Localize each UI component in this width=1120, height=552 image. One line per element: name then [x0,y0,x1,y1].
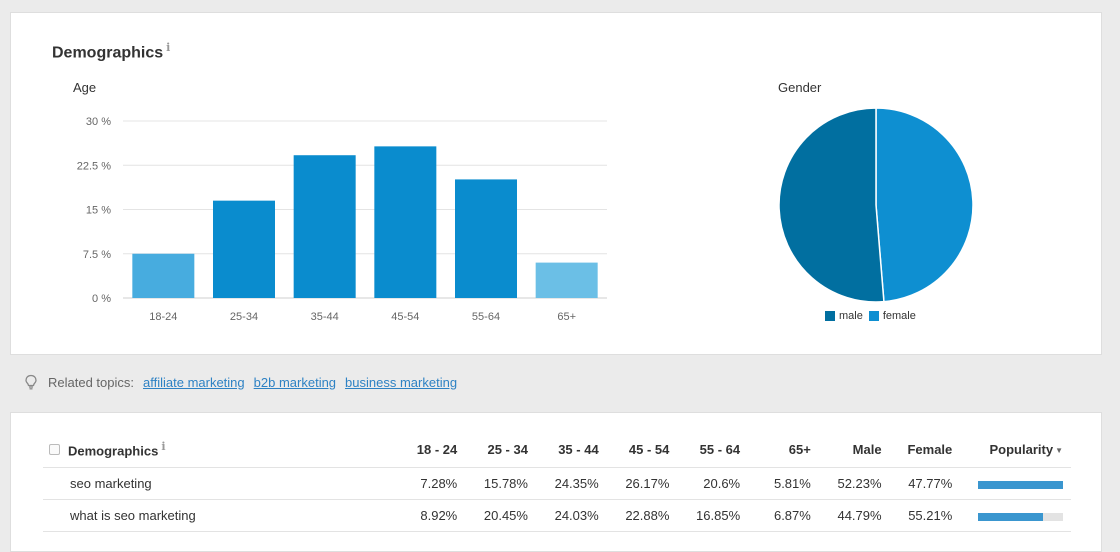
demographics-table: Demographics i 18 - 24 25 - 34 35 - 44 45… [43,431,1071,533]
info-icon[interactable]: i [166,41,171,54]
x-tick-label: 55-64 [472,311,500,323]
cell-25-34: 20.45% [465,499,536,533]
gender-legend: male female [825,310,916,322]
row-topic[interactable]: what is seo marketing [43,499,396,533]
legend-item-female[interactable]: female [868,310,916,322]
header-demographics: Demographics i [43,431,396,469]
header-popularity-label: Popularity [989,441,1054,457]
cell-popularity [960,499,1071,533]
y-tick-label: 30 % [86,116,111,128]
demographics-table-card: Demographics i 18 - 24 25 - 34 35 - 44 45… [10,412,1102,552]
x-tick-label: 25-34 [230,311,258,323]
demographics-title: Demographics [52,44,164,62]
lightbulb-icon [25,374,37,390]
legend-item-male[interactable]: male [825,310,863,322]
header-male[interactable]: Male [818,431,890,469]
x-tick-label: 35-44 [311,311,339,323]
related-topics: Related topics: affiliate marketing b2b … [24,374,457,390]
header-demographics-label: Demographics [68,443,159,459]
header-popularity[interactable]: Popularity ▼ [960,431,1071,469]
y-tick-label: 22.5 % [77,160,111,172]
bar-35-44[interactable] [293,155,356,298]
cell-45-54: 26.17% [606,467,678,501]
gender-chart-title: Gender [778,80,822,95]
age-bar-chart: 0 % 7.5 % 15 % 22.5 % 30 % 18-24 25-34 35-44 45-… [77,116,607,323]
cell-55-64: 20.6% [677,467,749,501]
legend-label-male: male [839,310,863,322]
select-all-checkbox[interactable] [49,444,60,456]
bar-65+[interactable] [535,262,598,298]
cell-18-24: 7.28% [395,467,466,501]
cell-male: 44.79% [818,499,890,533]
y-tick-label: 15 % [86,205,111,217]
cell-female: 55.21% [889,499,961,533]
bar-25-34[interactable] [213,200,275,298]
info-icon[interactable]: i [161,440,166,453]
cell-female: 47.77% [889,467,961,501]
cell-55-64: 16.85% [677,499,749,533]
header-25-34[interactable]: 25 - 34 [465,431,536,469]
x-tick-label: 18-24 [149,311,177,323]
header-65-plus[interactable]: 65+ [748,431,819,469]
cell-25-34: 15.78% [465,467,536,501]
cell-45-54: 22.88% [606,499,678,533]
cell-18-24: 8.92% [395,499,466,533]
x-tick-label: 65+ [557,311,576,323]
pie-slice-male[interactable] [778,107,885,303]
demographics-card: Demographics i Age 0 % 7.5 % 15 % 22.5 % 30 %… [10,12,1102,355]
bar-55-64[interactable] [455,179,517,298]
cell-65-plus: 5.81% [748,467,819,501]
gender-pie-chart [778,107,974,303]
popularity-bar [978,512,1063,521]
pie-slice-female[interactable] [875,107,974,303]
age-chart-title: Age [73,80,97,95]
related-link-business-marketing[interactable]: business marketing [345,374,458,390]
header-55-64[interactable]: 55 - 64 [677,431,749,469]
header-45-54[interactable]: 45 - 54 [606,431,678,469]
table-row: what is seo marketing 8.92% 20.45% 24.03… [43,499,1071,533]
header-35-44[interactable]: 35 - 44 [535,431,607,469]
legend-label-female: female [882,310,916,322]
cell-male: 52.23% [818,467,890,501]
cell-65-plus: 6.87% [748,499,819,533]
bar-45-54[interactable] [374,146,437,298]
sort-caret-icon: ▼ [1055,445,1063,455]
related-link-affiliate-marketing[interactable]: affiliate marketing [143,374,245,390]
y-tick-label: 7.5 % [83,249,111,261]
related-link-b2b-marketing[interactable]: b2b marketing [253,374,337,390]
related-topics-label: Related topics: [48,374,134,390]
popularity-fill [978,512,1044,521]
legend-swatch-female [868,311,879,321]
popularity-bar [978,480,1063,489]
row-topic[interactable]: seo marketing [43,467,396,501]
page-title: Demographics i [52,41,170,62]
legend-swatch-male [825,311,835,321]
cell-35-44: 24.03% [535,499,607,533]
popularity-fill [978,480,1063,489]
x-tick-label: 45-54 [391,311,419,323]
cell-popularity [960,467,1071,501]
header-18-24[interactable]: 18 - 24 [395,431,466,469]
header-female[interactable]: Female [889,431,961,469]
bar-18-24[interactable] [132,253,195,298]
table-row: seo marketing 7.28% 15.78% 24.35% 26.17%… [43,467,1071,501]
cell-35-44: 24.35% [535,467,607,501]
y-tick-label: 0 % [92,293,111,305]
table-header-row: Demographics i 18 - 24 25 - 34 35 - 44 45… [43,431,1071,469]
